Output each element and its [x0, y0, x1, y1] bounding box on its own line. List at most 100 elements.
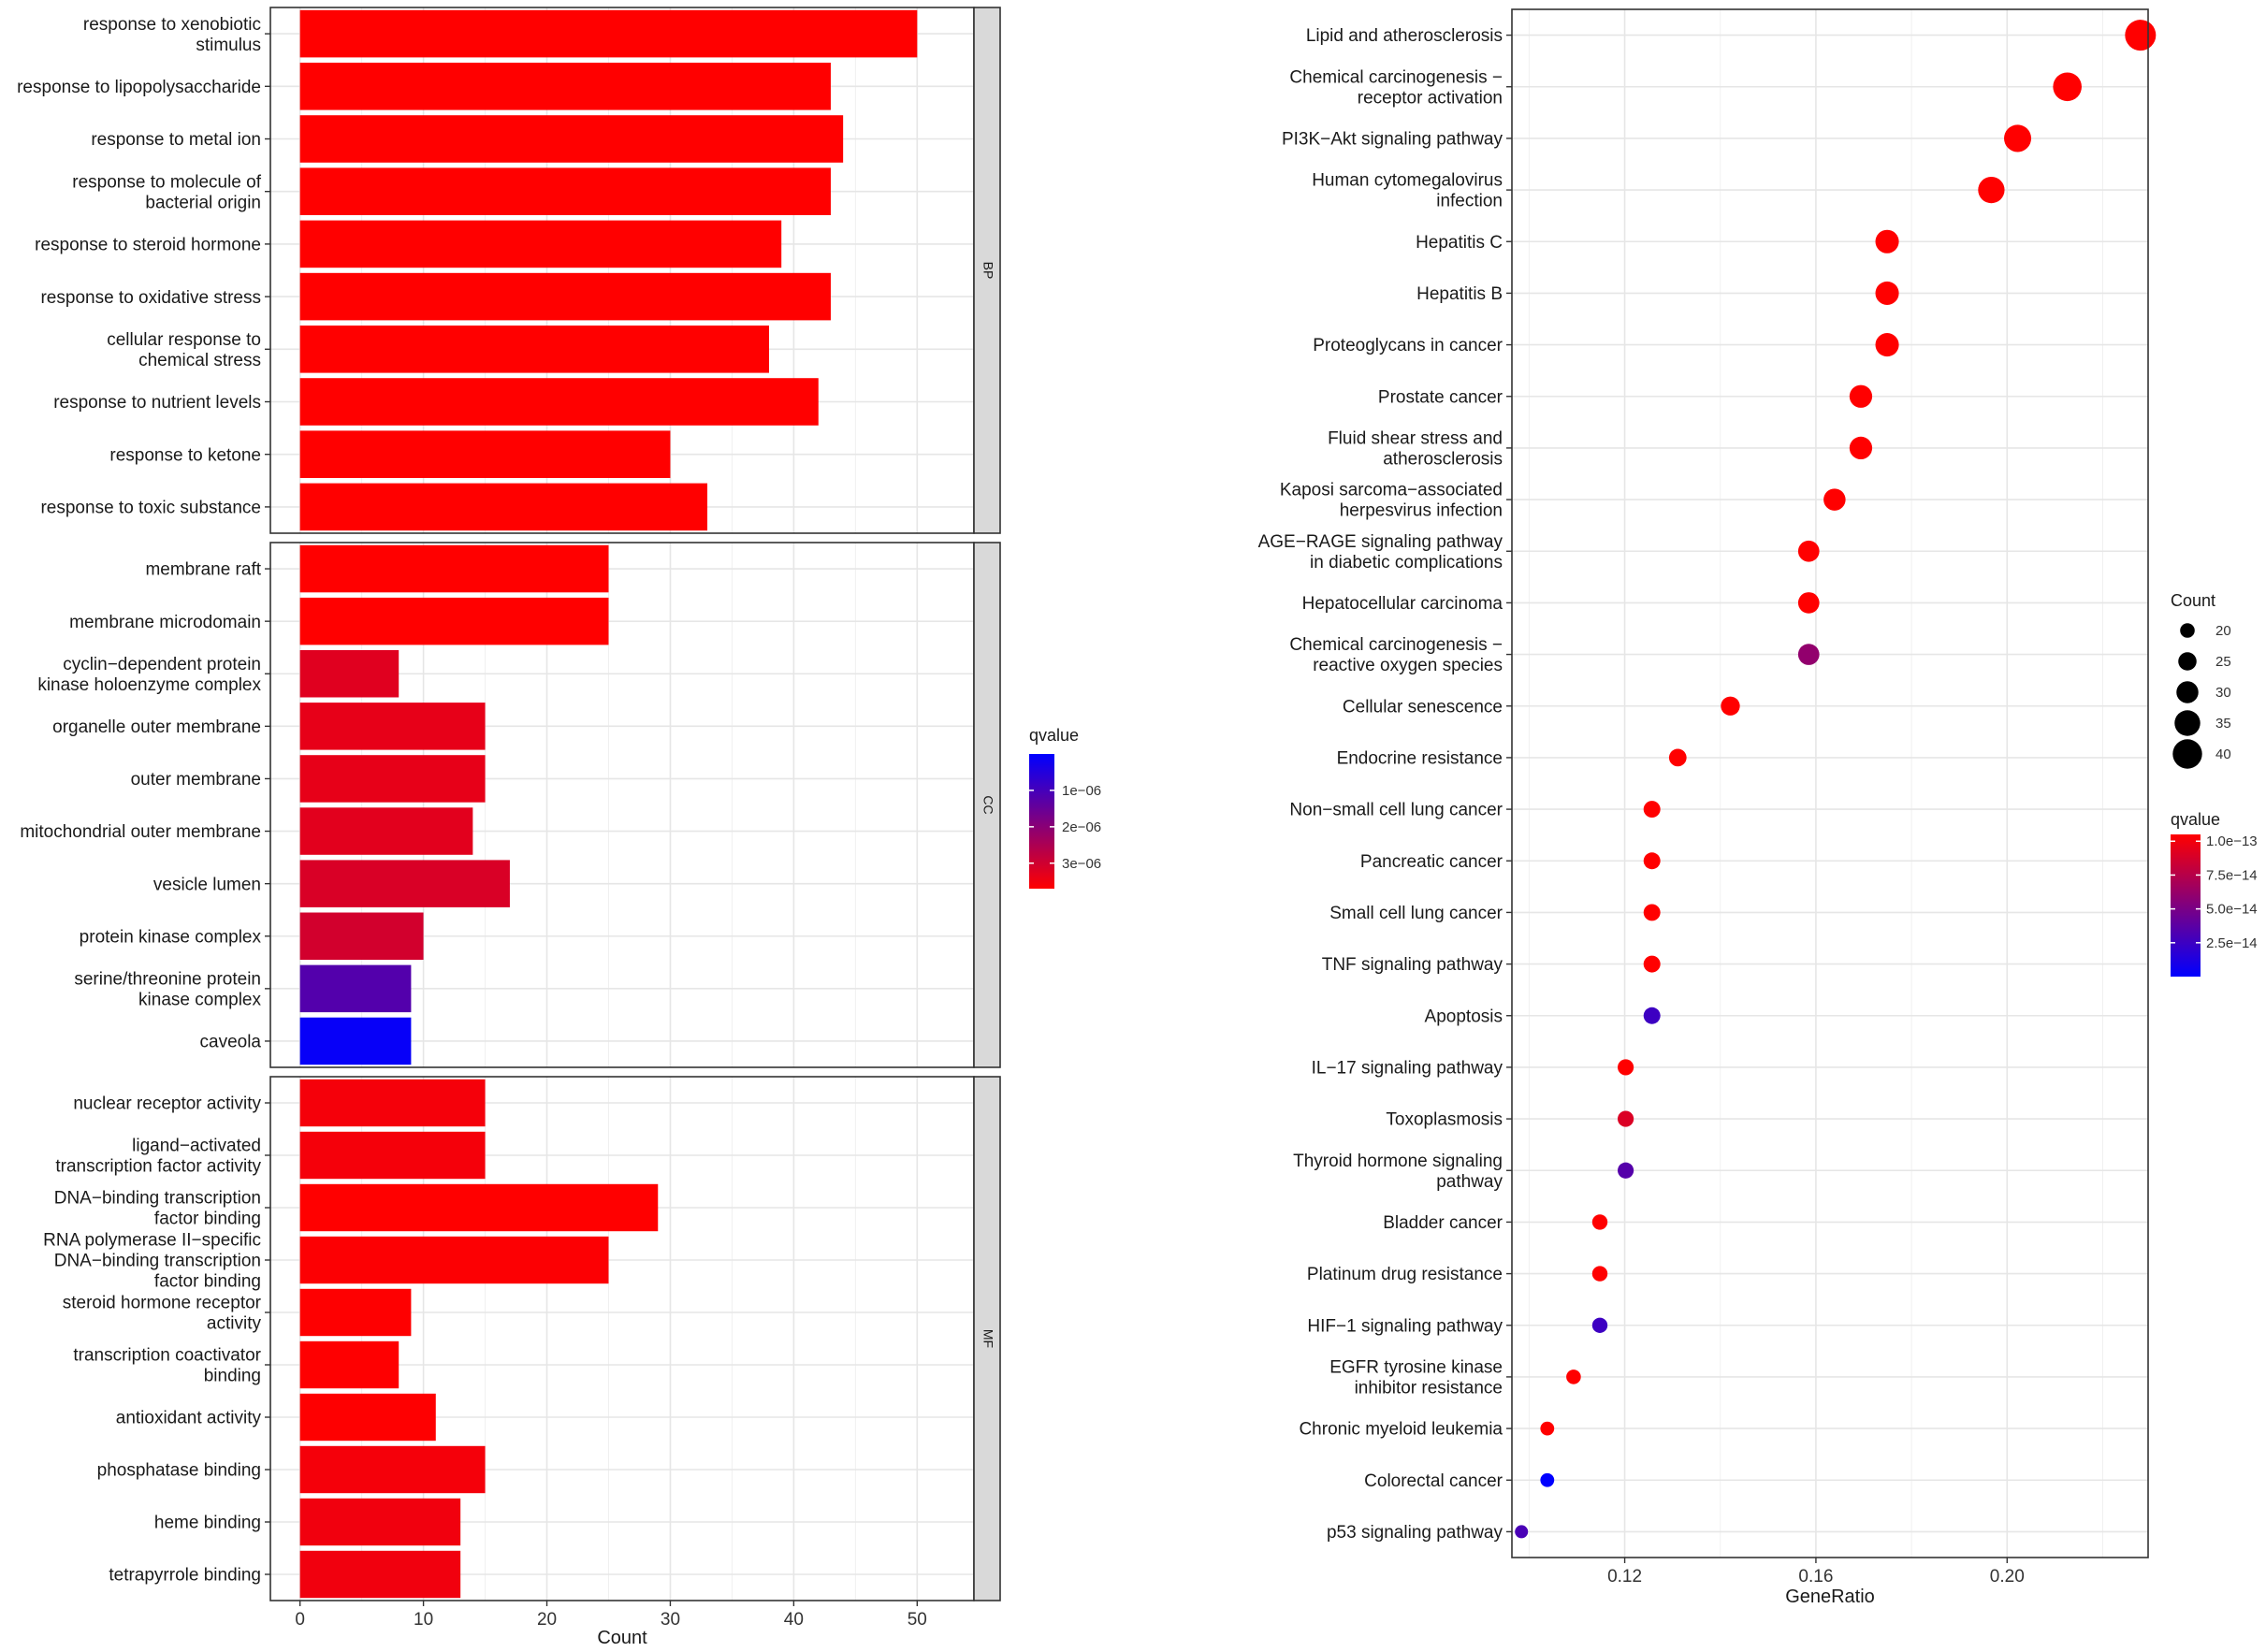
- pathway-label: Human cytomegalovirus: [1312, 171, 1503, 191]
- term-label: outer membrane: [131, 770, 261, 790]
- legend-tick-label: 1.0e−13: [2206, 833, 2258, 849]
- pathway-label: reactive oxygen species: [1313, 656, 1503, 675]
- dot: [1566, 1369, 1581, 1384]
- dot: [1643, 852, 1661, 870]
- facet-label: CC: [980, 795, 995, 814]
- x-axis-title: GeneRatio: [1785, 1587, 1875, 1607]
- bar: [299, 1445, 486, 1494]
- pathway-label: Platinum drug resistance: [1307, 1265, 1503, 1284]
- term-label: response to steroid hormone: [35, 236, 261, 255]
- term-label: DNA−binding transcription: [54, 1252, 261, 1271]
- bar: [299, 326, 769, 373]
- legend-title: qvalue: [2171, 810, 2220, 829]
- term-label: phosphatase binding: [97, 1461, 261, 1481]
- pathway-label: Lipid and atherosclerosis: [1306, 26, 1503, 46]
- panel-background: [1512, 9, 2148, 1558]
- dot: [2125, 20, 2157, 51]
- pathway-label: pathway: [1436, 1172, 1503, 1192]
- bar: [299, 1393, 436, 1442]
- pathway-label: Fluid shear stress and: [1328, 429, 1503, 449]
- term-label: serine/threonine protein: [74, 970, 261, 990]
- pathway-label: EGFR tyrosine kinase: [1329, 1358, 1503, 1378]
- term-label: tetrapyrrole binding: [109, 1566, 261, 1586]
- pathway-label: Thyroid hormone signaling: [1293, 1152, 1503, 1171]
- term-label: antioxidant activity: [116, 1409, 262, 1428]
- dot: [1849, 384, 1873, 408]
- bar: [299, 378, 819, 426]
- dot: [1875, 281, 1899, 305]
- legend-size-key: [2172, 739, 2202, 769]
- legend-size-label: 20: [2215, 623, 2231, 639]
- x-tick-label: 0.12: [1607, 1567, 1642, 1587]
- dot: [1849, 436, 1873, 460]
- dot: [1875, 229, 1899, 254]
- term-label: factor binding: [154, 1272, 261, 1292]
- bar: [299, 703, 486, 750]
- legend-title: qvalue: [1029, 726, 1079, 745]
- pathway-label: p53 signaling pathway: [1327, 1523, 1503, 1543]
- color-gradient: [1029, 754, 1054, 889]
- kegg-enrichment-dot-plot: Lipid and atherosclerosis Chemical carcin…: [1258, 8, 2258, 1607]
- dot: [1643, 1007, 1661, 1024]
- dot: [1618, 1059, 1634, 1076]
- pathway-label: in diabetic complications: [1310, 553, 1503, 572]
- legend-size-label: 35: [2215, 716, 2231, 732]
- term-label: response to lipopolysaccharide: [17, 78, 261, 97]
- term-label: nuclear receptor activity: [73, 1094, 261, 1114]
- dot: [2053, 72, 2082, 102]
- bar: [299, 597, 609, 645]
- dot: [1721, 696, 1740, 716]
- term-label: transcription coactivator: [73, 1346, 261, 1366]
- pathway-label: inhibitor resistance: [1355, 1379, 1503, 1398]
- pathway-label: infection: [1436, 192, 1503, 211]
- legend-tick-label: 1e−06: [1062, 783, 1101, 799]
- term-label: response to xenobiotic: [83, 15, 261, 35]
- dot: [1668, 748, 1687, 767]
- bar: [299, 63, 831, 110]
- dot: [1591, 1266, 1608, 1282]
- pathway-label: Endocrine resistance: [1337, 749, 1503, 769]
- pathway-label: Small cell lung cancer: [1329, 904, 1503, 923]
- pathway-label: Hepatitis C: [1416, 233, 1503, 253]
- bar: [299, 964, 412, 1013]
- facet-strip: [973, 542, 1001, 1068]
- color-gradient: [2171, 834, 2201, 977]
- term-label: DNA−binding transcription: [54, 1189, 261, 1209]
- legend-size-key: [2174, 710, 2201, 736]
- dot: [1823, 488, 1846, 511]
- bar: [299, 115, 844, 163]
- term-label: response to nutrient levels: [53, 393, 261, 413]
- qvalue-legend-bar-chart: qvalue 1e−06 2e−06 3e−06: [1029, 726, 1101, 889]
- pathway-label: Hepatitis B: [1416, 284, 1503, 304]
- pathway-label: TNF signaling pathway: [1322, 955, 1503, 975]
- bar: [299, 807, 473, 855]
- dot: [1591, 1214, 1608, 1230]
- term-label: transcription factor activity: [55, 1157, 261, 1177]
- bar: [299, 755, 486, 803]
- term-label: caveola: [200, 1033, 262, 1052]
- term-label: response to metal ion: [91, 130, 261, 150]
- pathway-label: HIF−1 signaling pathway: [1307, 1316, 1503, 1336]
- dot: [1797, 540, 1820, 562]
- bar: [299, 1131, 486, 1180]
- term-label: heme binding: [154, 1514, 261, 1533]
- facet-strip: [973, 7, 1001, 534]
- x-tick-label: 20: [537, 1610, 557, 1630]
- pathway-label: Non−small cell lung cancer: [1289, 801, 1503, 820]
- dot: [1643, 955, 1661, 973]
- bar: [299, 1017, 412, 1065]
- legend-size-label: 25: [2215, 654, 2231, 670]
- pathway-label: Colorectal cancer: [1364, 1471, 1503, 1491]
- term-label: steroid hormone receptor: [63, 1294, 262, 1313]
- dot: [1515, 1525, 1529, 1539]
- bar: [299, 912, 424, 960]
- pathway-label: IL−17 signaling pathway: [1312, 1059, 1503, 1079]
- pathway-label: Apoptosis: [1425, 1007, 1503, 1026]
- pathway-label: receptor activation: [1358, 88, 1503, 108]
- legend-size-key: [2178, 652, 2197, 671]
- facet-label: BP: [980, 262, 995, 280]
- bar: [299, 860, 510, 907]
- legend-size-key: [2180, 623, 2195, 638]
- bar: [299, 650, 399, 698]
